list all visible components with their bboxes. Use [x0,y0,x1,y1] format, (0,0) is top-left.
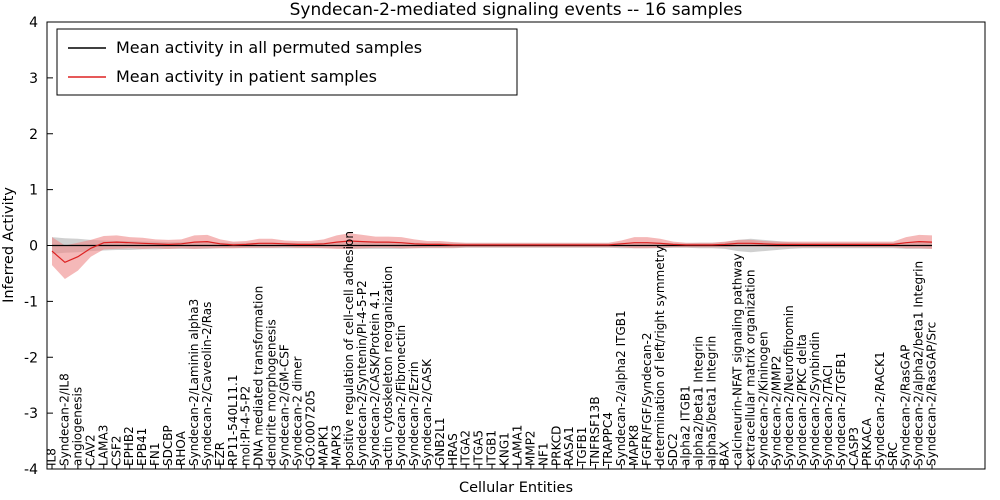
x-tick-label: Syndecan-2/Synbindin [808,332,822,466]
x-tick-label: MMP2 [523,430,537,466]
confidence-bands [52,233,932,279]
x-tick-label: alpha2/beta1 Integrin [692,336,706,466]
x-tick-label: Syndecan-2/MMP2 [769,356,783,466]
x-tick-label: Syndecan-2/Laminin alpha3 [187,299,201,466]
legend-label-patient: Mean activity in patient samples [116,67,377,86]
x-tick-label: BAX [718,441,732,466]
x-tick-label: Syndecan-2/alpha2/beta1 Integrin [912,261,926,466]
y-tick-label: -3 [24,406,38,422]
x-tick-label: Syndecan-2/PKC delta [795,334,809,466]
x-tick-label: CSF2 [109,435,123,466]
x-tick-label: Syndecan-2/Caveolin-2/Ras [200,302,214,466]
x-tick-label: FGFR/FGF/Syndecan-2 [640,333,654,466]
x-tick-label: Syndecan-2/Fibronectin [394,325,408,466]
legend-label-permuted: Mean activity in all permuted samples [116,38,422,57]
x-tick-label: ITGA5 [472,430,486,466]
x-tick-label: determination of left/right symmetry [653,246,667,466]
x-tick-label: LAMA1 [510,425,524,466]
x-tick-label: positive regulation of cell-cell adhesio… [342,231,356,466]
x-tick-label: Syndecan-2/Neurofibromin [782,305,796,466]
x-tick-label: CASP3 [847,427,861,466]
x-tick-label: Syndecan-2/RasGAP [899,345,913,466]
x-tick-label: MAPK1 [316,425,330,466]
x-tick-label: Syndecan-2 dimer [290,356,304,466]
x-tick-label: SDC2 [666,433,680,466]
x-tick-label: Syndecan-2/alpha2 ITGB1 [614,310,628,466]
y-tick-label: 4 [29,15,38,31]
x-tick-label: mol:PI-4-5-P2 [239,386,253,466]
x-tick-label: Syndecan-2/CASK [420,358,434,466]
x-tick-label: SRC [886,442,900,466]
legend-box [56,28,518,96]
x-tick-label: GNB2L1 [433,418,447,466]
x-tick-label: FN1 [148,442,162,466]
mean-lines [51,240,933,264]
x-tick-label: extracellular matrix organization [743,270,757,467]
x-tick-label: EPB41 [135,428,149,466]
x-tick-label: TGFB1 [575,427,589,467]
x-tick-label: NF1 [536,442,550,466]
x-tick-label: Syndecan-2/Syntenin/PI-4-5-P2 [355,280,369,466]
x-axis-label: Cellular Entities [459,480,573,496]
x-tick-label: LAMA3 [96,425,110,466]
x-tick-label: EPHB2 [122,426,136,466]
y-tick-label: -1 [24,294,38,310]
x-tick-label: MAPK3 [329,425,343,466]
x-tick-label: HRAS [446,433,460,466]
x-tick-label: RASA1 [562,426,576,466]
plot-border [46,21,986,470]
x-tick-label: CAV2 [83,434,97,466]
x-tick-label: dendrite morphogenesis [265,319,279,466]
y-tick-label: -4 [24,462,38,478]
y-tick-label: 1 [29,183,38,199]
x-tick-label: PRKACA [860,417,874,466]
y-axis-ticks: -4 -3 -2 -1 0 1 2 3 4 [24,15,53,478]
legend: Mean activity in all permuted samples Me… [56,28,518,96]
x-tick-label: alpha2 ITGB1 [679,385,693,466]
x-tick-label: Syndecan-2/RasGAP/Src [925,322,939,466]
x-tick-label: RHOA [174,430,188,466]
y-tick-label: 2 [29,127,38,143]
x-tick-label: TNFRSF13B [588,396,602,467]
x-tick-label: IL8 [45,448,59,466]
y-tick-label: 3 [29,71,38,87]
x-tick-label: angiogenesis [70,387,84,466]
line-patient [51,240,933,264]
x-tick-label: TRAPPC4 [601,412,615,467]
x-tick-label: SDCBP [161,425,175,466]
x-tick-label: PRKCD [549,426,563,466]
band-patient [52,233,932,279]
x-tick-label: ITGB1 [485,430,499,466]
x-tick-label: Syndecan-2/IL8 [58,373,72,466]
x-tick-label: calcineurin-NFAT signaling pathway [730,253,744,466]
chart-title: Syndecan-2-mediated signaling events -- … [290,0,743,20]
x-tick-label: KNG1 [498,432,512,466]
x-tick-label: ITGA2 [459,430,473,466]
x-axis-ticks: IL8Syndecan-2/IL8angiogenesisCAV2LAMA3CS… [45,231,939,469]
x-tick-label: RP11-540L11.1 [226,375,240,466]
x-tick-label: Syndecan-2/CASK/Protein 4.1 [368,290,382,466]
y-axis-label: Inferred Activity [1,187,17,303]
x-tick-label: alpha5/beta1 Integrin [705,336,719,466]
y-tick-label: -2 [24,350,38,366]
y-tick-label: 0 [29,239,38,255]
x-tick-label: DNA mediated transformation [252,286,266,466]
x-tick-label: Syndecan-2/GM-CSF [278,344,292,466]
x-tick-label: Syndecan-2/RACK1 [873,351,887,466]
x-tick-label: Syndecan-2/Kininogen [756,331,770,466]
x-tick-label: actin cytoskeleton reorganization [381,266,395,466]
x-tick-label: GO:0007205 [303,390,317,466]
x-tick-label: EZR [213,442,227,466]
x-tick-label: Syndecan-2/TGFB1 [834,352,848,466]
x-tick-label: Syndecan-2/TACI [821,365,835,466]
x-tick-label: Syndecan-2/Ezrin [407,361,421,466]
x-tick-label: MAPK8 [627,425,641,466]
